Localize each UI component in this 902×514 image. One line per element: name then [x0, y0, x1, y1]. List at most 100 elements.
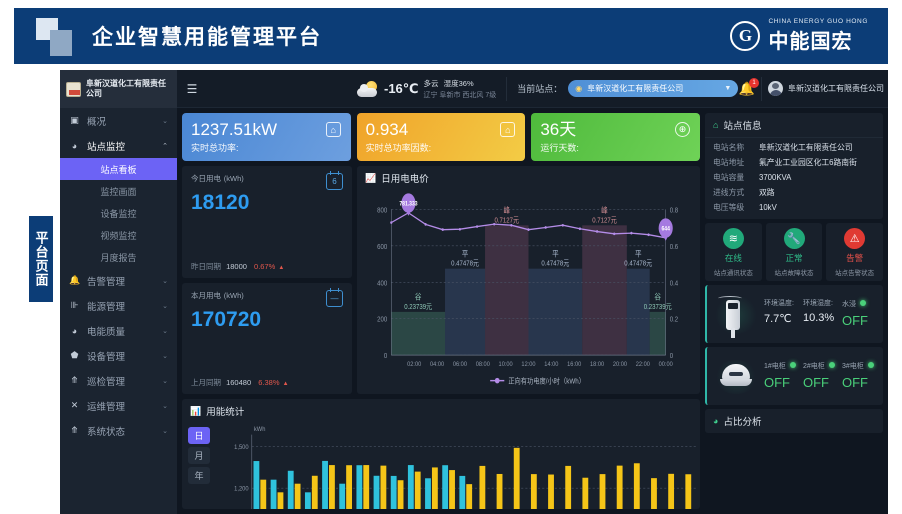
sidebar-subitem-device-monitor[interactable]: 设备监控	[100, 208, 137, 219]
menu-toggle-icon[interactable]: ☰	[186, 81, 198, 96]
power-quality-icon: ◕	[71, 325, 78, 336]
sensor-key: 水浸	[842, 300, 878, 310]
tab-year[interactable]: 年	[188, 467, 210, 484]
inspection-chart-icon: ⤊	[70, 375, 79, 385]
pie-chart-icon: ◕	[713, 416, 719, 426]
svg-text:0.47478元: 0.47478元	[624, 259, 652, 268]
svg-text:0.6: 0.6	[670, 243, 679, 251]
sidebar-subitem-monitor-view[interactable]: 监控画面	[100, 186, 137, 197]
ratio-analysis-card: ◕ 占比分析	[705, 409, 883, 433]
info-row: 进线方式 双路	[713, 188, 875, 198]
sidebar-subitem-station-board[interactable]: 站点看板	[60, 158, 177, 180]
info-value: 3700KVA	[759, 173, 792, 182]
info-key: 电站名称	[713, 143, 745, 152]
status-dot-icon	[828, 362, 835, 369]
sidebar-item-overview[interactable]: ▣ 概况 ⌄	[60, 108, 177, 133]
info-key: 电压等级	[713, 203, 745, 212]
daily-price-chart-card: 📈 日用电电价 谷 0.23739元平 0.47478元峰 0.7127元平 0.474…	[357, 166, 700, 394]
svg-text:200: 200	[377, 316, 387, 324]
chart-trend-icon: 📈	[365, 172, 377, 183]
wrench-cross-icon: ✕	[70, 400, 79, 410]
tab-day[interactable]: 日	[188, 427, 210, 444]
smoke-cabinet-1: 1#电柜 OFF	[764, 362, 800, 390]
sidebar-item-station-monitor[interactable]: ◕ 站点监控 ⌃	[60, 133, 177, 158]
price-chart-plot[interactable]: 谷 0.23739元平 0.47478元峰 0.7127元平 0.47478元峰 0.71…	[357, 190, 700, 394]
dashboard-right-column: ⌂ 站点信息 电站名称 阜新汉道化工有限责任公司 电站地址 氟产业工业园区化工6…	[705, 113, 884, 509]
smoke-cabinet-2: 2#电柜 OFF	[803, 362, 839, 390]
svg-text:谷: 谷	[654, 292, 661, 302]
sidebar-subitem-video-monitor[interactable]: 视频监控	[100, 230, 137, 241]
sensor-value: 7.7℃	[764, 312, 792, 325]
kpi-card-running-days[interactable]: 36天 运行天数: ⊕	[531, 113, 701, 161]
notification-badge: 1	[749, 77, 759, 88]
weather-condition: 多云	[423, 78, 439, 88]
sidebar-item-alarm-management[interactable]: 🔔 告警管理 ⌄	[60, 268, 177, 293]
svg-text:08:00: 08:00	[476, 361, 491, 369]
smoke-key: 2#电柜	[803, 362, 839, 372]
stat-title-row: 今日用电 (kWh)	[191, 173, 343, 184]
info-value: 阜新汉道化工有限责任公司	[759, 143, 853, 152]
ratio-analysis-header: ◕ 占比分析	[705, 409, 883, 433]
sidebar-item-label: 站点监控	[87, 141, 126, 153]
svg-text:600: 600	[377, 243, 387, 251]
ratio-analysis-title: 占比分析	[723, 417, 762, 428]
smoke-detector-card: 1#电柜 OFF 2#电柜 OFF	[705, 347, 883, 405]
sidebar-item-inspection-management[interactable]: ⤊ 巡检管理 ⌄	[60, 368, 177, 393]
sidebar-item-ops-management[interactable]: ✕ 运维管理 ⌄	[60, 393, 177, 418]
smoke-key-text: 2#电柜	[803, 363, 825, 371]
kpi-card-power-factor[interactable]: 0.934 实时总功率因数: ⌂	[356, 113, 526, 161]
user-menu[interactable]: 阜新汉道化工有限责任公司	[768, 81, 884, 96]
status-card-alarm[interactable]: ⚠ 告警 站点告警状态	[826, 223, 884, 281]
chart-title: 日用电电价	[381, 174, 429, 185]
site-info-header: ⌂ 站点信息	[705, 113, 883, 138]
app-banner: 企业智慧用能管理平台 G CHINA ENERGY GUO HONG 中能国宏	[14, 8, 888, 64]
kpi-card-realtime-power[interactable]: 1237.51kW 实时总功率: ⌂	[182, 113, 351, 161]
notification-button[interactable]: 🔔 1	[739, 77, 759, 97]
sidebar-company-name: 阜新汉道化工有限责任公司	[86, 79, 166, 98]
stat-delta: 0.67%	[254, 261, 276, 271]
environment-sensor-card: 环境温度: 7.7℃ 环境湿度: 10.3% 水浸 OFF	[705, 285, 883, 343]
svg-text:平: 平	[552, 249, 559, 259]
info-row: 电站容量 3700KVA	[713, 173, 875, 183]
company-logo-icon	[66, 81, 81, 97]
application-window: 阜新汉道化工有限责任公司 ▣ 概况 ⌄ ◕ 站点监控 ⌃ 站点看板 监控画面 设…	[60, 70, 888, 514]
chart-header: 📈 日用电电价	[357, 166, 700, 190]
kpi-value: 1237.51kW	[191, 120, 277, 139]
stat-delta-direction-icon: ▲	[282, 381, 289, 387]
bar-chart-icon: 📊	[190, 405, 202, 416]
kpi-label: 实时总功率:	[191, 143, 239, 153]
avatar	[768, 81, 783, 96]
svg-text:0.2: 0.2	[670, 316, 679, 324]
kpi-value: 0.934	[365, 120, 409, 139]
usage-bar-plot[interactable]: kWh 1,500 1,200	[216, 423, 700, 509]
sidebar-item-power-quality[interactable]: ◕ 电能质量 ⌄	[60, 318, 177, 343]
status-state: 正常	[785, 253, 803, 263]
svg-text:00:00: 00:00	[659, 361, 674, 369]
sidebar-item-device-management[interactable]: ⬟ 设备管理 ⌄	[60, 343, 177, 368]
svg-text:kWh: kWh	[254, 426, 266, 433]
tab-month[interactable]: 月	[188, 447, 210, 464]
sidebar-item-energy-management[interactable]: ⊪ 能源管理 ⌄	[60, 293, 177, 318]
status-dot-icon	[789, 362, 796, 369]
usage-chart-header: 📊 用能统计	[182, 399, 700, 423]
sidebar-item-label: 告警管理	[87, 276, 126, 288]
info-key: 电站地址	[713, 158, 745, 167]
monitor-icon: ◕	[71, 140, 78, 151]
sidebar-subitem-monthly-report[interactable]: 月度报告	[100, 252, 137, 263]
svg-text:12:00: 12:00	[521, 361, 536, 369]
svg-text:06:00: 06:00	[453, 361, 468, 369]
sidebar-company-header[interactable]: 阜新汉道化工有限责任公司	[60, 70, 177, 108]
status-card-communication[interactable]: ≋ 在线 站点通讯状态	[705, 223, 762, 281]
usage-bar-svg: kWh 1,500 1,200	[234, 426, 698, 509]
svg-text:18:00: 18:00	[590, 361, 605, 369]
svg-text:04:00: 04:00	[430, 361, 445, 369]
svg-text:正向有功电度/小时（kWh）: 正向有功电度/小时（kWh）	[508, 376, 585, 386]
svg-text:0: 0	[384, 353, 388, 361]
calendar-day-icon: 6	[326, 171, 343, 190]
station-select[interactable]: ◉ 阜新汉道化工有限责任公司 ▼	[568, 80, 739, 97]
svg-text:峰: 峰	[503, 206, 510, 216]
info-key: 电站容量	[713, 173, 745, 182]
svg-text:800: 800	[377, 207, 387, 215]
status-card-fault[interactable]: 🔧 正常 站点故障状态	[765, 223, 823, 281]
sidebar-item-system-status[interactable]: ⤊ 系统状态 ⌄	[60, 418, 177, 443]
